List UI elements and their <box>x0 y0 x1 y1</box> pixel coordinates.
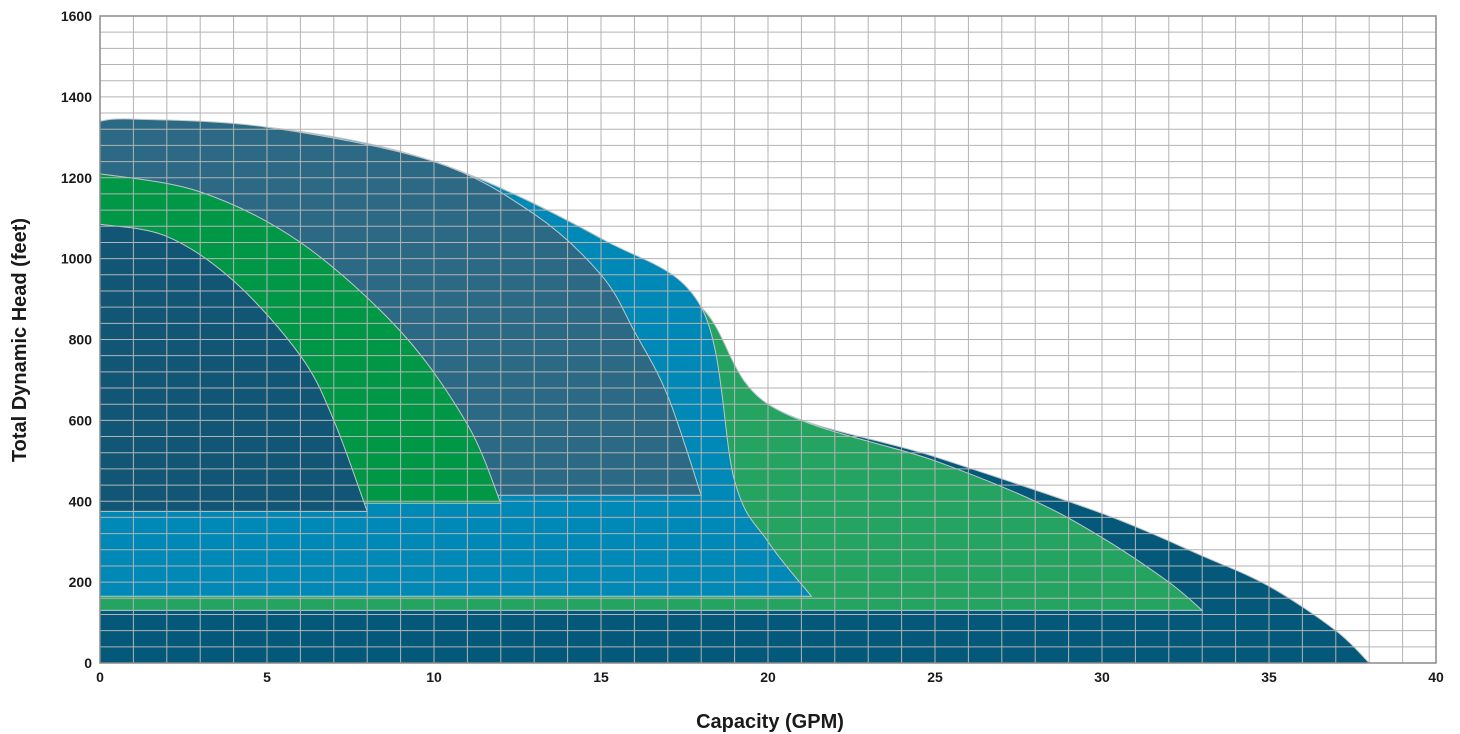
y-axis-ticks: 0 200 400 600 800 1000 1200 1400 1600 <box>61 8 92 671</box>
y-tick-label: 0 <box>84 655 92 671</box>
x-tick-label: 20 <box>760 669 776 685</box>
x-tick-label: 25 <box>927 669 943 685</box>
y-axis-title: Total Dynamic Head (feet) <box>9 218 31 462</box>
x-tick-label: 30 <box>1094 669 1110 685</box>
y-tick-label: 1000 <box>61 251 92 267</box>
x-axis-ticks: 0 5 10 15 20 25 30 35 40 <box>96 669 1444 685</box>
y-tick-label: 1600 <box>61 8 92 24</box>
x-tick-label: 0 <box>96 669 104 685</box>
x-axis-title: Capacity (GPM) <box>696 711 844 733</box>
x-tick-label: 35 <box>1261 669 1277 685</box>
x-tick-label: 40 <box>1428 669 1444 685</box>
x-tick-label: 5 <box>263 669 271 685</box>
y-tick-label: 800 <box>69 332 93 348</box>
x-tick-label: 15 <box>593 669 609 685</box>
y-tick-label: 600 <box>69 412 93 428</box>
y-tick-label: 1200 <box>61 170 92 186</box>
x-tick-label: 10 <box>426 669 442 685</box>
y-tick-label: 400 <box>69 493 93 509</box>
grid <box>99 15 1437 664</box>
plot-frame <box>99 15 1437 664</box>
y-tick-label: 200 <box>69 574 93 590</box>
y-tick-label: 1400 <box>61 89 92 105</box>
